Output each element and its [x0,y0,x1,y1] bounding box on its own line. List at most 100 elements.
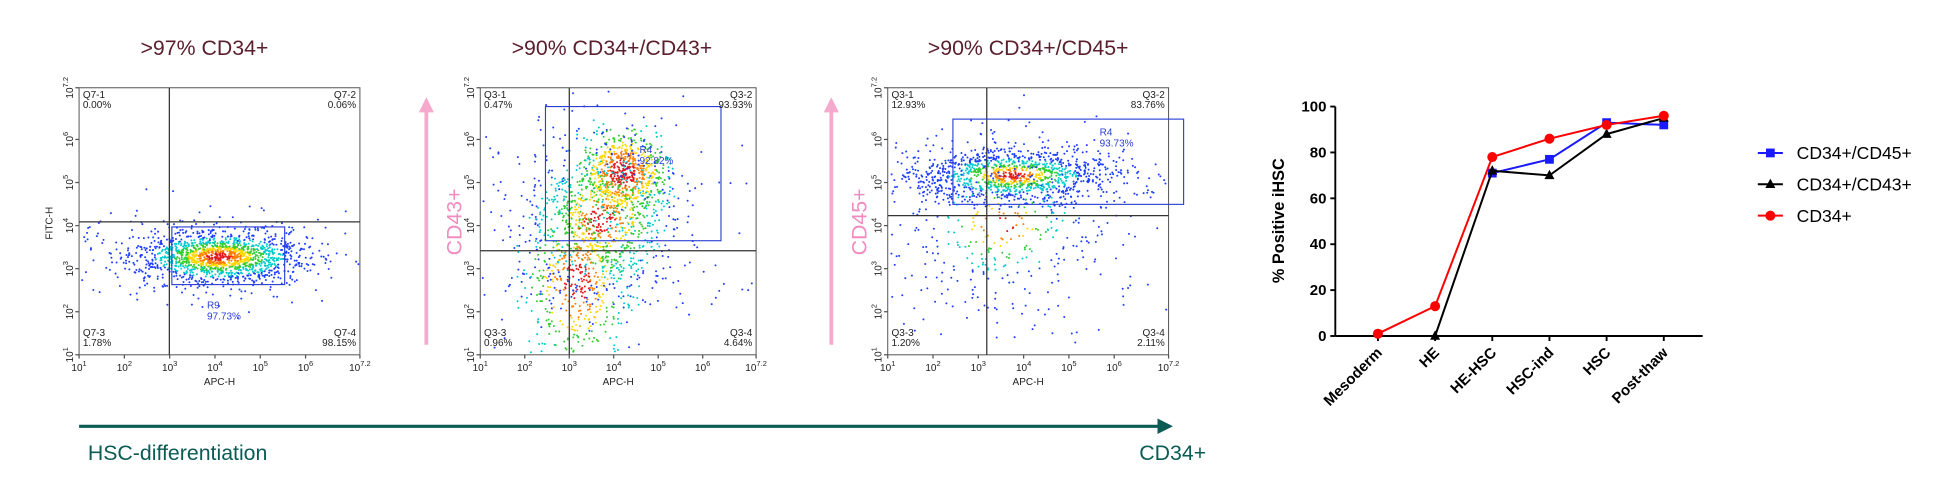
event-dot [310,256,313,259]
event-dot [983,173,986,176]
event-dot [250,248,253,251]
event-dot [651,223,654,226]
event-dot [613,200,616,203]
event-dot [645,207,648,210]
event-dot [610,196,613,199]
event-dot [628,251,631,254]
event-dot [508,283,511,286]
event-dot [936,191,939,194]
marker-label: CD43+ [442,188,466,255]
event-dot [587,318,590,321]
event-dot [645,163,648,166]
event-dot [208,259,211,262]
event-dot [1064,173,1067,176]
event-dot [590,196,593,199]
event-dot [1084,166,1087,169]
event-dot [538,279,541,282]
event-dot [620,195,623,198]
event-dot [574,223,577,226]
event-dot [273,257,276,260]
event-dot [326,243,329,246]
event-dot [195,260,198,263]
event-dot [228,259,231,262]
event-dot [617,154,620,157]
event-dot [592,169,595,172]
event-dot [569,314,572,317]
event-dot [966,182,969,185]
event-dot [1073,200,1076,203]
event-dot [542,269,545,272]
event-dot [946,193,949,196]
event-dot [1005,189,1008,192]
event-dot [572,336,575,339]
event-dot [1057,176,1060,179]
event-dot [1073,145,1076,148]
event-dot [658,219,661,222]
event-dot [141,270,144,273]
event-dot [1052,159,1055,162]
event-dot [649,175,652,178]
event-dot [588,198,591,201]
tick-base: 10 [65,179,76,191]
event-dot [275,265,278,268]
event-dot [520,280,523,283]
event-dot [303,242,306,245]
event-dot [269,285,272,288]
event-dot [968,178,971,181]
event-dot [1081,151,1084,154]
event-dot [555,288,558,291]
event-dot [270,265,273,268]
event-dot [549,235,552,238]
event-dot [221,281,224,284]
tick-base: 10 [65,87,76,99]
event-dot [539,290,542,293]
event-dot [590,213,593,216]
event-dot [1018,164,1021,167]
event-dot [181,228,184,231]
event-dot [1058,166,1061,169]
event-dot [289,257,292,260]
event-dot [189,284,192,287]
event-dot [206,249,209,252]
event-dot [1126,182,1129,185]
event-dot [962,174,965,177]
event-dot [996,193,999,196]
event-dot [654,165,657,168]
event-dot [108,268,111,271]
event-dot [970,158,973,161]
event-dot [561,182,564,185]
event-dot [1096,176,1099,179]
event-dot [637,235,640,238]
event-dot [1092,170,1095,173]
event-dot [239,255,242,258]
event-dot [144,266,147,269]
event-dot [930,165,933,168]
event-dot [243,243,246,246]
event-dot [646,241,649,244]
event-dot [610,153,613,156]
event-dot [962,183,965,186]
event-dot [623,136,626,139]
event-dot [595,151,598,154]
event-dot [1092,157,1095,160]
event-dot [693,243,696,246]
event-dot [313,263,316,266]
event-dot [618,166,621,169]
event-dot [954,162,957,165]
event-dot [546,310,549,313]
event-dot [592,219,595,222]
x-tick-label: 106 [695,359,710,374]
event-dot [613,146,616,149]
event-dot [1051,164,1054,167]
event-dot [220,263,223,266]
event-dot [1011,162,1014,165]
event-dot [625,231,628,234]
tick-base: 10 [695,363,707,374]
event-dot [537,206,540,209]
event-dot [1027,178,1030,181]
event-dot [294,264,297,267]
event-dot [552,297,555,300]
event-dot [225,271,228,274]
event-dot [585,167,588,170]
event-dot [260,261,263,264]
